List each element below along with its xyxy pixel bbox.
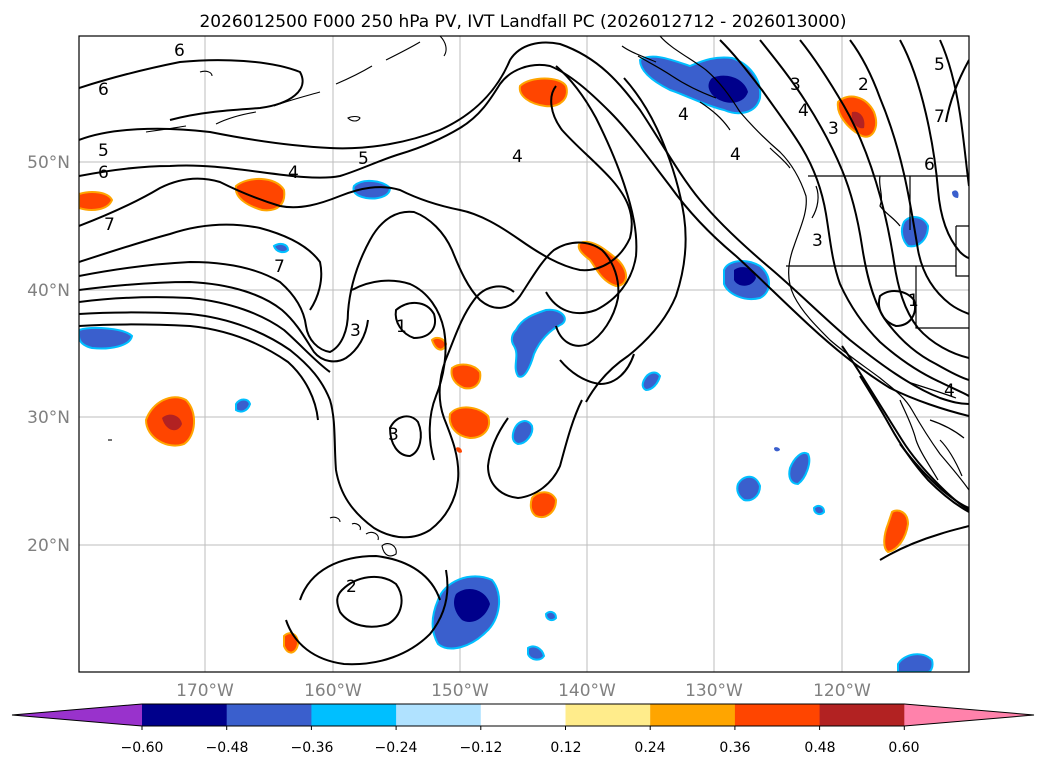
pv-blob	[235, 398, 252, 413]
colorbar-segment	[650, 704, 736, 726]
colorbar-tick-label: −0.24	[375, 740, 418, 756]
lon-tick-label: 170°W	[176, 681, 234, 701]
contour-label: 5	[98, 141, 109, 161]
pv-blob	[79, 327, 134, 350]
pv-blob	[518, 77, 568, 108]
contour-label: 6	[98, 163, 109, 183]
contour-label: 4	[798, 101, 809, 121]
colorbar-tick-label: −0.48	[206, 740, 249, 756]
pv-blob	[79, 191, 114, 211]
pv-blob	[812, 504, 826, 516]
contour-label: 5	[358, 149, 369, 169]
ivt-contours	[79, 39, 969, 666]
contour-label: 3	[812, 231, 823, 251]
contour-label: 4	[944, 381, 955, 401]
map-panel: 6 6 5 6 5 4 4 7 7 3 1 3 2 4 2 3 3 4 7 6 …	[79, 36, 969, 672]
pv-blob	[450, 363, 482, 390]
contour-label: 6	[174, 41, 185, 61]
contour-label: 7	[934, 107, 945, 127]
lon-tick-label: 150°W	[431, 681, 489, 701]
contour-label: 5	[934, 55, 945, 75]
colorbar-extend-max	[904, 704, 1034, 726]
contour-label: 1	[908, 291, 919, 311]
contour-label: 4	[512, 147, 523, 167]
pv-blob	[283, 632, 300, 654]
longitude-labels: 170°W 160°W 150°W 140°W 130°W 120°W	[176, 681, 871, 701]
colorbar-segment	[396, 704, 482, 726]
colorbar-tick-label: 0.12	[550, 740, 581, 756]
colorbar-segment	[734, 704, 821, 726]
pv-blob	[544, 610, 558, 622]
latitude-labels: 50°N 40°N 30°N 20°N	[27, 153, 70, 556]
colorbar-segment	[142, 704, 228, 726]
lat-tick-label: 50°N	[27, 153, 70, 173]
pv-blob	[527, 645, 546, 661]
colorbar-tick-label: −0.60	[121, 740, 164, 756]
colorbar-segment	[819, 704, 905, 726]
lon-tick-label: 140°W	[558, 681, 616, 701]
contour-label: 4	[678, 105, 689, 125]
pv-blob	[448, 406, 490, 440]
pv-blob	[352, 180, 392, 200]
colorbar-tick-label: 0.24	[634, 740, 665, 756]
colorbar-segment	[480, 704, 566, 726]
contour-label: 4	[730, 145, 741, 165]
contour-label: 1	[396, 317, 407, 337]
contour-label: 7	[104, 215, 115, 235]
colorbar-tick-label: 0.60	[888, 740, 919, 756]
colorbar-extend-min	[12, 704, 142, 726]
colorbar-tick-label: 0.48	[804, 740, 835, 756]
pv-blob	[511, 420, 534, 446]
colorbar-tick-label: −0.12	[460, 740, 503, 756]
contour-label: 4	[288, 163, 299, 183]
colorbar-tick-label: 0.36	[719, 740, 750, 756]
contour-label: 3	[790, 75, 801, 95]
pv-blob	[641, 371, 662, 392]
lat-tick-label: 40°N	[27, 281, 70, 301]
contour-label: 6	[924, 155, 935, 175]
map-frame	[78, 35, 970, 673]
pv-blob	[272, 242, 290, 254]
colorbar-tick-label: −0.36	[291, 740, 334, 756]
colorbar-segment	[226, 704, 312, 726]
contour-labels: 6 6 5 6 5 4 4 7 7 3 1 3 2 4 2 3 3 4 7 6 …	[98, 41, 955, 597]
coastlines	[621, 36, 969, 491]
contour-label: 2	[346, 577, 357, 597]
pv-blob	[577, 240, 627, 288]
contour-label: 2	[858, 75, 869, 95]
contour-label: 7	[274, 257, 285, 277]
pv-negative-anomalies	[79, 55, 959, 672]
pv-blob	[529, 491, 558, 518]
lon-tick-label: 120°W	[813, 681, 871, 701]
colorbar-segment	[311, 704, 397, 726]
figure-title: 2026012500 F000 250 hPa PV, IVT Landfall…	[199, 12, 846, 32]
lat-tick-label: 30°N	[27, 408, 70, 428]
lon-tick-label: 160°W	[304, 681, 362, 701]
colorbar-segment	[565, 704, 651, 726]
pv-blob	[736, 475, 762, 502]
pv-blob	[883, 509, 910, 554]
lon-tick-label: 130°W	[685, 681, 743, 701]
contour-label: 3	[828, 119, 839, 139]
colorbar-labels: −0.60 −0.48 −0.36 −0.24 −0.12 0.12 0.24 …	[121, 740, 920, 756]
contour-label: 3	[350, 321, 361, 341]
colorbar	[11, 703, 1035, 730]
pv-blob	[510, 308, 566, 378]
pv-blob	[788, 452, 811, 486]
lat-tick-label: 20°N	[27, 536, 70, 556]
contour-label: 6	[98, 80, 109, 100]
contour-label: 3	[388, 425, 399, 445]
